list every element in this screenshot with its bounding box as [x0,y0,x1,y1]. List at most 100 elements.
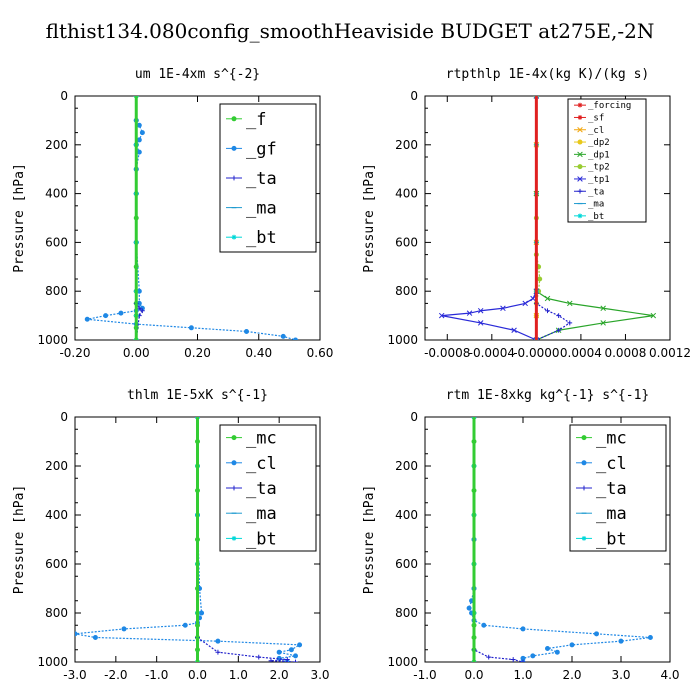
series-cl-point-4 [466,605,472,611]
series-gf-point-13 [118,310,124,316]
y-tick-label: 400 [395,508,418,522]
y-tick-label: 800 [45,284,68,298]
x-tick-label: 2.0 [562,668,581,682]
legend-dp1-point-0 [577,151,583,158]
legend-cl-label: _cl [588,126,604,136]
legend-bt-label: _bt [596,529,627,549]
legend-gf-label: _gf [246,139,277,159]
legend: _mc _cl _ta _ma _bt [219,424,317,552]
legend-forcing-label: _forcing [588,101,631,111]
series-tp1-point-4 [500,305,506,312]
y-tick-label: 200 [395,138,418,152]
legend-mc-label: _mc [246,429,277,449]
series-ta-point-4 [256,654,262,660]
x-tick-label: -1.0 [145,668,168,682]
x-tick-label: 2.0 [270,668,289,682]
legend-tp2-label: _tp2 [588,163,610,173]
series-group [438,96,657,340]
series-ta-line [535,96,571,340]
series-gf-point-1 [136,122,142,128]
x-tick-label: -0.20 [59,346,90,360]
y-tick-label: 600 [395,557,418,571]
series-gf-point-17 [188,325,194,331]
series-ta-point-6 [268,658,274,662]
legend: _f _gf _ta _ma _bt [219,103,317,253]
legend-ta-label: _ta [246,479,277,499]
panel-um: um 1E-4xm s^{-2} Pressure [hPa] 0 200 400 600… [12,67,333,360]
legend-tp1-point-0 [577,176,583,182]
series-ta-point-4 [510,657,516,662]
series-cl-point-9 [594,631,599,637]
series-cl-line [468,417,651,662]
y-tick-label: 0 [60,89,68,103]
panel-thlm: thlm 1E-5xK s^{-1} Pressure [hPa] 0 200 400 6… [12,388,330,682]
legend: _forcing _sf _cl _dp2 _dp1 _tp2 _tp1 _ta _ma _bt [567,98,647,223]
legend-sf-point-0 [577,115,583,120]
x-tick-label: 0.0 [188,668,207,682]
y-tick-label: 1000 [387,333,418,347]
legend-ma-label: _ma [588,200,604,210]
y-tick-label: 800 [45,606,68,620]
y-tick-label: 200 [45,138,68,152]
legend-bt-label: _bt [246,228,277,248]
legend-cl-point-0 [581,460,587,466]
series-ta-point-3 [556,313,562,318]
legend-ta-point-0 [577,188,583,194]
y-tick-label: 400 [45,508,68,522]
x-tick-label: 1.0 [229,668,248,682]
series-dp1-point-7 [600,320,606,326]
legend-cl-label: _cl [246,454,277,474]
panel-title: um 1E-4xm s^{-2} [135,67,260,82]
y-tick-label: 200 [395,459,418,473]
legend-mc-label: _mc [596,429,627,449]
x-tick-label: 0.20 [184,346,211,360]
series-tp2-point-4 [537,276,543,282]
series-dp1-point-6 [650,312,657,319]
series-tp1-point-6 [466,310,473,316]
plot-frame [424,416,671,663]
series-group [75,417,303,662]
legend-f-point-0 [231,116,237,122]
series-ta-point-3 [215,649,221,655]
panel-title: rtm 1E-8xkg kg^{-1} s^{-1} [446,388,650,403]
legend-dp2-point-0 [577,139,583,145]
legend-bt-point-0 [231,234,237,240]
legend-ta-point-0 [231,175,237,181]
series-cl-point-13 [276,649,282,655]
series-cl-point-9 [92,635,98,640]
legend-f-label: _f [246,110,266,130]
plot-frame [424,95,671,341]
series-cl-point-6 [182,622,188,628]
legend: _mc _cl _ta _ma _bt [569,424,667,552]
y-tick-label: 1000 [37,655,68,669]
y-tick-label: 400 [395,187,418,201]
series-gf-point-3 [136,137,142,143]
series-cl-point-11 [297,642,303,648]
series-ta-point-7 [293,659,298,662]
series-cl-point-15 [530,653,536,659]
x-tick-label: 0.0012 [649,346,691,360]
y-tick-label: 0 [60,410,68,424]
x-tick-label: -0.0008 [424,346,470,360]
series-gf-point-14 [103,313,109,319]
legend-ma-label: _ma [246,199,277,219]
series-ta-point-4 [567,320,573,326]
legend-bt-point-0 [581,536,587,541]
legend-bt-point-0 [577,213,583,219]
series-dp1-point-4 [567,300,573,307]
x-tick-label: 3.0 [611,668,630,682]
legend-dp2-label: _dp2 [588,138,610,148]
y-tick-label: 200 [45,459,68,473]
series-cl-point-8 [75,631,78,637]
y-axis-label: Pressure [hPa] [362,485,377,595]
x-tick-label: -1.0 [413,668,436,682]
figure-title: flthist134.080config_smoothHeaviside BUD… [46,19,655,43]
y-tick-label: 600 [45,235,68,249]
series-cl-point-7 [121,626,127,632]
series-tp1-point-9 [511,327,517,333]
series-gf-point-19 [280,333,286,339]
series-cl-point-14 [293,653,298,659]
series-cl-point-11 [618,638,624,644]
series-ta-point-2 [545,308,550,314]
